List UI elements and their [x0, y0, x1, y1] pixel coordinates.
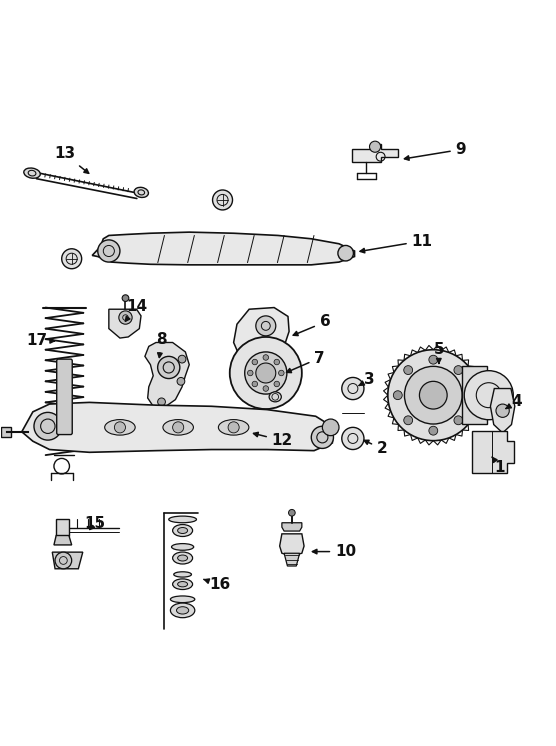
- Circle shape: [429, 355, 438, 364]
- Text: 14: 14: [126, 299, 147, 322]
- Ellipse shape: [105, 419, 135, 435]
- Text: 3: 3: [359, 372, 375, 387]
- Circle shape: [404, 366, 413, 374]
- Polygon shape: [234, 307, 289, 366]
- Circle shape: [34, 413, 62, 440]
- Circle shape: [98, 240, 120, 262]
- Circle shape: [158, 398, 166, 406]
- Ellipse shape: [168, 516, 196, 523]
- Text: 12: 12: [254, 433, 293, 448]
- Circle shape: [158, 357, 180, 378]
- Ellipse shape: [177, 555, 187, 561]
- Polygon shape: [52, 552, 83, 568]
- Text: 6: 6: [293, 315, 330, 336]
- Circle shape: [393, 391, 402, 400]
- Circle shape: [62, 248, 82, 269]
- Polygon shape: [92, 232, 355, 265]
- Circle shape: [177, 377, 185, 385]
- Text: 15: 15: [85, 516, 106, 531]
- Text: 17: 17: [26, 333, 54, 348]
- Polygon shape: [462, 366, 487, 424]
- Circle shape: [256, 363, 276, 383]
- Ellipse shape: [176, 606, 188, 614]
- Text: 9: 9: [404, 142, 466, 160]
- Circle shape: [172, 421, 183, 433]
- Circle shape: [496, 404, 509, 417]
- Circle shape: [212, 190, 232, 210]
- Circle shape: [119, 311, 132, 325]
- Polygon shape: [282, 523, 302, 531]
- Circle shape: [230, 337, 302, 409]
- Circle shape: [338, 245, 354, 261]
- Circle shape: [454, 416, 463, 424]
- Circle shape: [263, 354, 269, 360]
- Circle shape: [274, 381, 280, 386]
- Circle shape: [245, 352, 287, 394]
- Circle shape: [256, 316, 276, 336]
- Circle shape: [429, 426, 438, 435]
- Ellipse shape: [170, 596, 195, 603]
- Circle shape: [55, 552, 72, 568]
- Polygon shape: [490, 389, 515, 433]
- Polygon shape: [1, 427, 11, 437]
- Circle shape: [289, 510, 295, 516]
- Circle shape: [404, 366, 462, 424]
- Text: 13: 13: [54, 146, 89, 173]
- Circle shape: [274, 360, 280, 365]
- Circle shape: [419, 381, 447, 409]
- Text: 1: 1: [492, 457, 505, 474]
- Text: 10: 10: [312, 544, 356, 559]
- Text: 4: 4: [506, 395, 522, 410]
- Ellipse shape: [170, 603, 195, 618]
- Ellipse shape: [172, 579, 192, 589]
- Circle shape: [252, 360, 257, 365]
- Circle shape: [454, 366, 463, 374]
- Ellipse shape: [177, 582, 187, 587]
- Circle shape: [258, 339, 276, 357]
- Polygon shape: [54, 536, 72, 545]
- Ellipse shape: [172, 552, 192, 564]
- Ellipse shape: [172, 524, 192, 536]
- Ellipse shape: [219, 419, 249, 435]
- Circle shape: [115, 421, 126, 433]
- Polygon shape: [472, 430, 514, 473]
- Circle shape: [263, 386, 269, 392]
- Ellipse shape: [163, 419, 193, 435]
- Polygon shape: [145, 342, 189, 407]
- Polygon shape: [56, 519, 69, 536]
- Circle shape: [388, 350, 479, 441]
- Ellipse shape: [269, 392, 281, 402]
- Ellipse shape: [177, 527, 187, 533]
- Polygon shape: [109, 310, 141, 338]
- Circle shape: [279, 370, 284, 376]
- Circle shape: [342, 377, 364, 400]
- Text: 11: 11: [360, 233, 433, 253]
- Ellipse shape: [134, 187, 148, 198]
- Circle shape: [311, 426, 334, 448]
- Circle shape: [464, 371, 513, 420]
- Circle shape: [464, 391, 473, 400]
- Text: 7: 7: [286, 351, 325, 372]
- Circle shape: [122, 295, 129, 301]
- Text: 8: 8: [156, 332, 167, 357]
- Text: 5: 5: [434, 342, 444, 363]
- Circle shape: [404, 416, 413, 424]
- Circle shape: [342, 427, 364, 450]
- Circle shape: [252, 381, 257, 386]
- Polygon shape: [284, 554, 300, 566]
- Text: 2: 2: [364, 440, 388, 457]
- Ellipse shape: [24, 168, 40, 178]
- Circle shape: [247, 370, 253, 376]
- Polygon shape: [280, 534, 304, 556]
- FancyBboxPatch shape: [57, 359, 72, 435]
- Polygon shape: [22, 402, 334, 452]
- Circle shape: [370, 141, 381, 152]
- Circle shape: [322, 419, 339, 436]
- Ellipse shape: [173, 571, 191, 577]
- Polygon shape: [352, 144, 398, 162]
- Text: 16: 16: [203, 577, 230, 592]
- Circle shape: [228, 421, 239, 433]
- Circle shape: [178, 355, 186, 363]
- Ellipse shape: [171, 544, 193, 551]
